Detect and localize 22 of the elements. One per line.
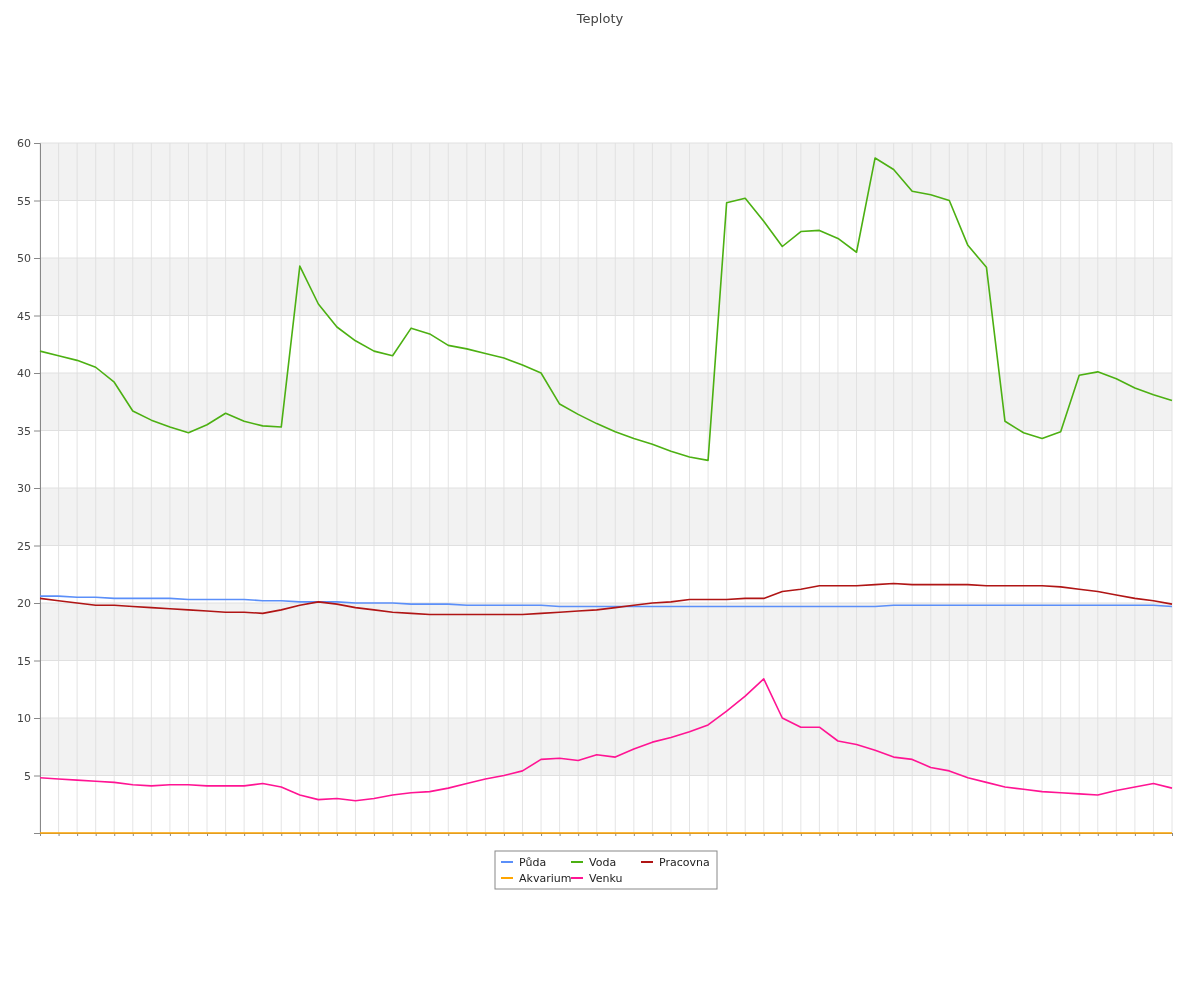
y-tick-label: 40 — [17, 367, 31, 381]
y-tick-label: 55 — [17, 194, 31, 208]
legend-label: Půda — [519, 856, 547, 869]
y-tick-label: 50 — [17, 252, 31, 266]
y-tick-label: 45 — [17, 309, 31, 323]
y-tick-label: 20 — [17, 597, 31, 611]
line-series — [39, 595, 1173, 608]
legend-label: Pracovna — [659, 856, 710, 869]
legend-label: Venku — [589, 872, 623, 885]
y-tick-label: 60 — [17, 137, 31, 151]
y-tick-label: 10 — [17, 712, 31, 726]
legend-label: Akvarium — [519, 872, 572, 885]
chart-title: Teploty — [575, 11, 624, 26]
line-series — [39, 157, 1173, 462]
line-series — [39, 582, 1173, 616]
y-tick-label: 35 — [17, 424, 31, 438]
y-tick-label: 30 — [17, 482, 31, 496]
y-tick-label: 15 — [17, 654, 31, 668]
y-tick-label: 25 — [17, 539, 31, 553]
y-tick-label: 5 — [24, 769, 31, 783]
legend-label: Voda — [589, 856, 617, 869]
line-series — [39, 678, 1173, 802]
